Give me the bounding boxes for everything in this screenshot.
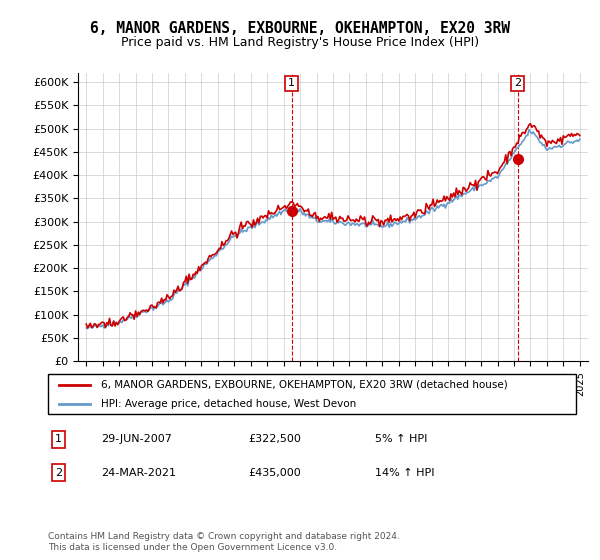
- Text: 24-MAR-2021: 24-MAR-2021: [101, 468, 176, 478]
- Text: £322,500: £322,500: [248, 435, 302, 444]
- Text: £435,000: £435,000: [248, 468, 301, 478]
- Text: 2: 2: [55, 468, 62, 478]
- FancyBboxPatch shape: [48, 374, 576, 414]
- Text: Contains HM Land Registry data © Crown copyright and database right 2024.
This d: Contains HM Land Registry data © Crown c…: [48, 532, 400, 552]
- Text: 14% ↑ HPI: 14% ↑ HPI: [376, 468, 435, 478]
- Text: Price paid vs. HM Land Registry's House Price Index (HPI): Price paid vs. HM Land Registry's House …: [121, 36, 479, 49]
- Text: 5% ↑ HPI: 5% ↑ HPI: [376, 435, 428, 444]
- Text: 6, MANOR GARDENS, EXBOURNE, OKEHAMPTON, EX20 3RW (detached house): 6, MANOR GARDENS, EXBOURNE, OKEHAMPTON, …: [101, 380, 508, 390]
- Text: 1: 1: [288, 78, 295, 88]
- Text: 6, MANOR GARDENS, EXBOURNE, OKEHAMPTON, EX20 3RW: 6, MANOR GARDENS, EXBOURNE, OKEHAMPTON, …: [90, 21, 510, 36]
- Text: HPI: Average price, detached house, West Devon: HPI: Average price, detached house, West…: [101, 399, 356, 408]
- Text: 2: 2: [514, 78, 521, 88]
- Text: 1: 1: [55, 435, 62, 444]
- Text: 29-JUN-2007: 29-JUN-2007: [101, 435, 172, 444]
